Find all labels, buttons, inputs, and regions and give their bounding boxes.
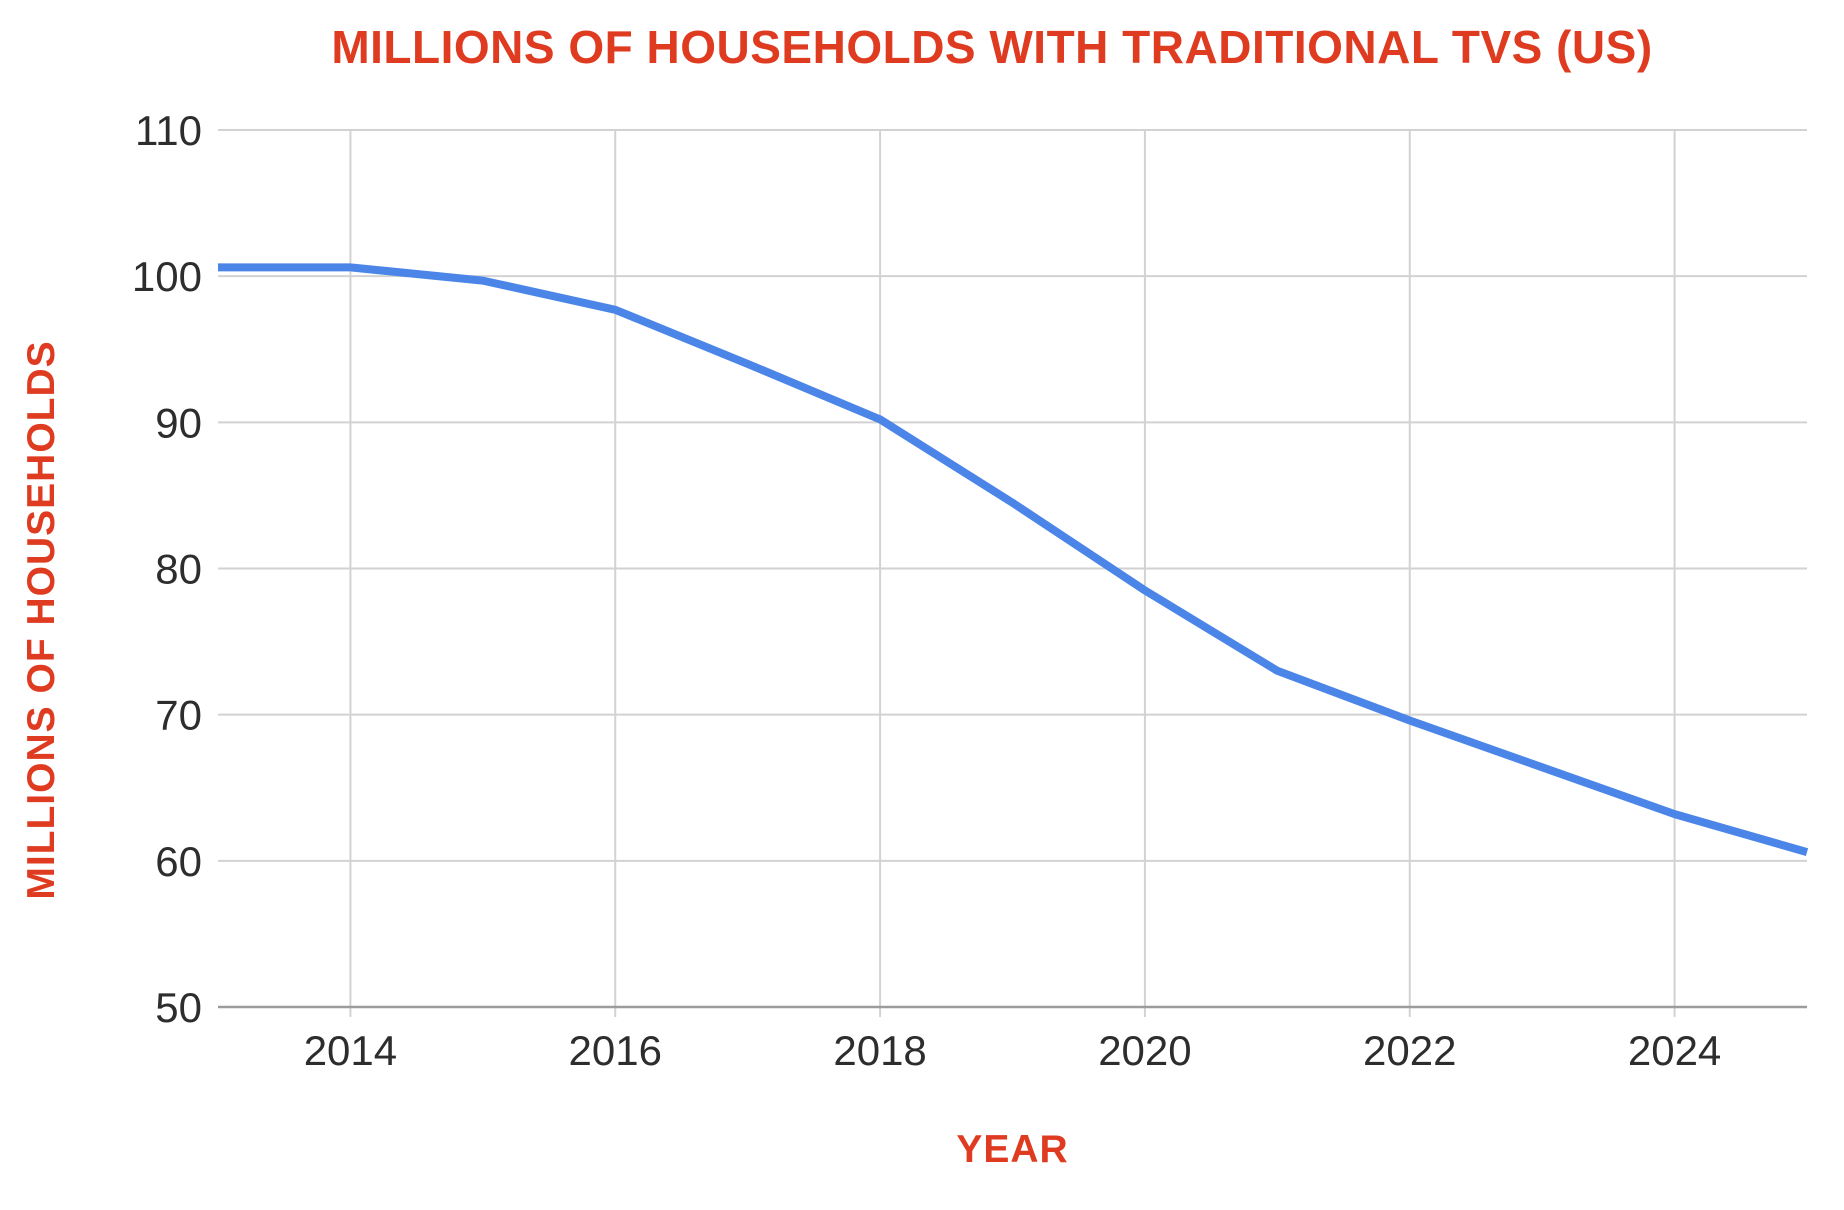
y-tick-label: 70: [155, 692, 202, 739]
x-tick-label: 2024: [1628, 1027, 1721, 1074]
y-tick-label: 110: [135, 107, 202, 154]
x-tick-label: 2018: [833, 1027, 926, 1074]
x-tick-label: 2022: [1363, 1027, 1456, 1074]
x-tick-label: 2014: [304, 1027, 397, 1074]
y-tick-label: 50: [155, 984, 202, 1031]
x-tick-label: 2020: [1098, 1027, 1191, 1074]
y-tick-label: 80: [155, 546, 202, 593]
x-tick-label: 2016: [569, 1027, 662, 1074]
data-line-series: [218, 263, 1809, 856]
y-tick-label: 60: [155, 838, 202, 885]
y-tick-label: 90: [155, 399, 202, 446]
chart-title: MILLIONS OF HOUSEHOLDS WITH TRADITIONAL …: [331, 21, 1653, 73]
x-axis-title: YEAR: [956, 1128, 1069, 1171]
y-tick-label: 100: [132, 253, 202, 300]
